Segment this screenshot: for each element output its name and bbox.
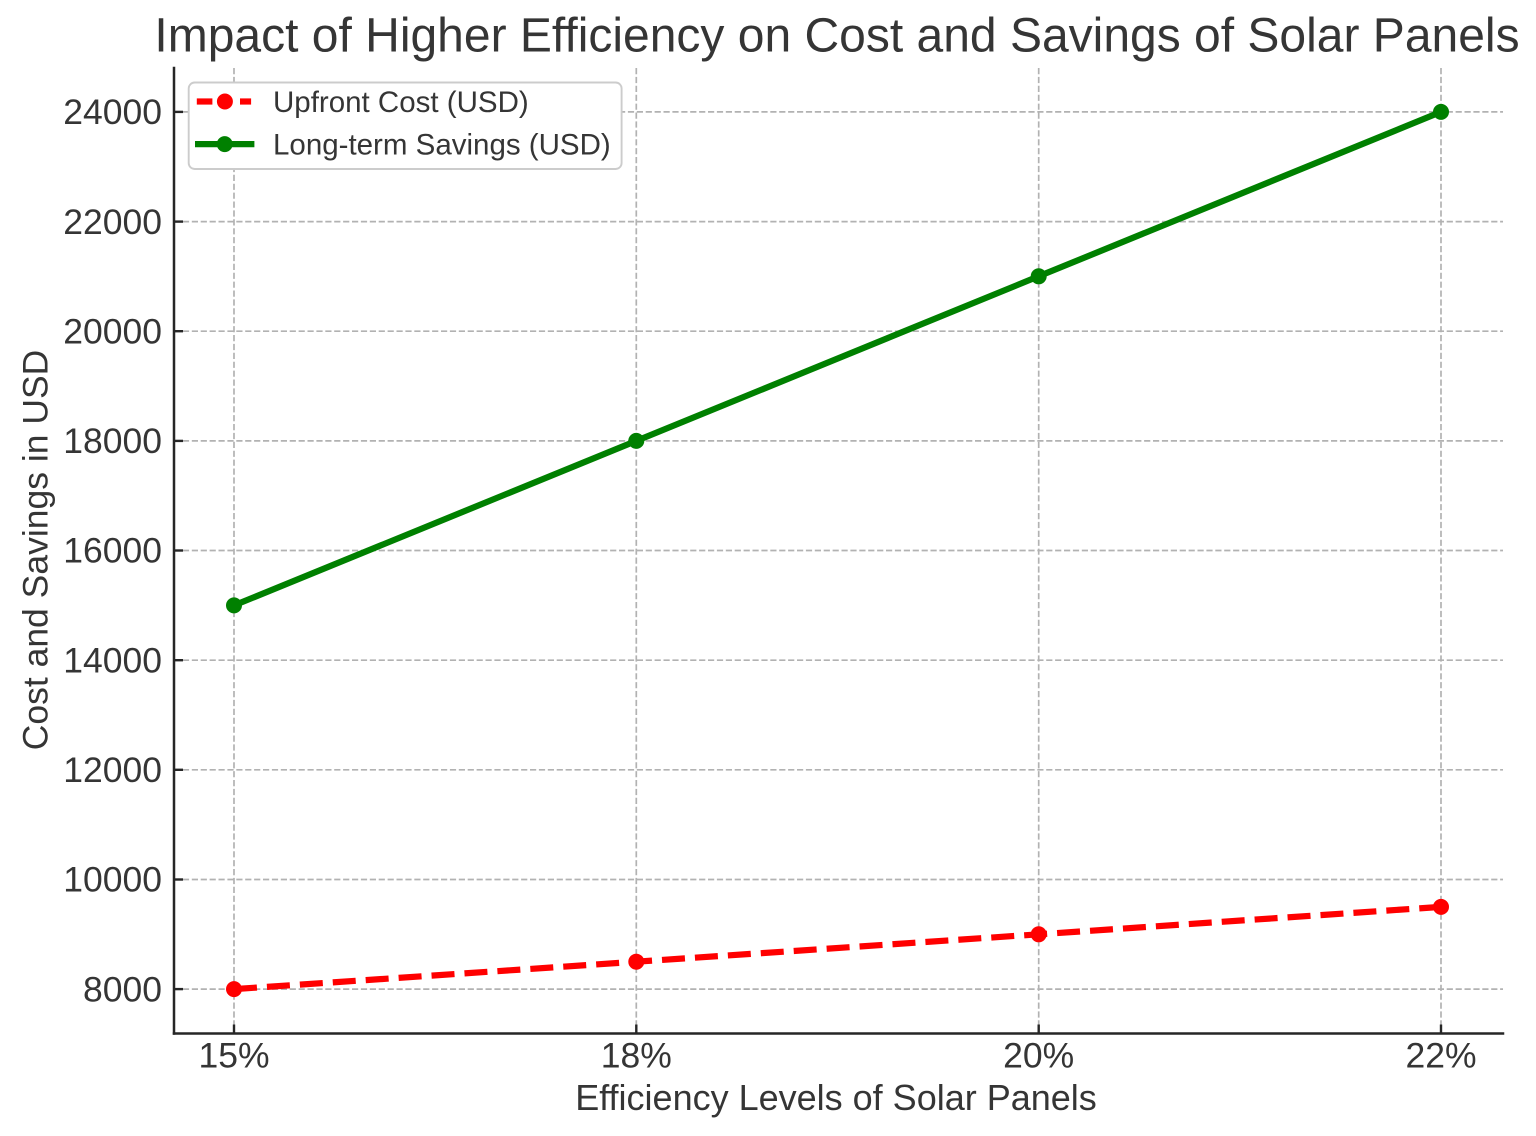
svg-text:15%: 15% xyxy=(198,1036,269,1076)
svg-text:24000: 24000 xyxy=(63,92,162,132)
svg-text:8000: 8000 xyxy=(83,969,162,1009)
svg-text:10000: 10000 xyxy=(63,860,162,900)
svg-text:Upfront Cost (USD): Upfront Cost (USD) xyxy=(273,86,529,119)
svg-text:18%: 18% xyxy=(601,1036,672,1076)
svg-text:Impact of Higher Efficiency on: Impact of Higher Efficiency on Cost and … xyxy=(154,10,1519,63)
svg-text:22000: 22000 xyxy=(63,202,162,242)
svg-text:Long-term Savings (USD): Long-term Savings (USD) xyxy=(273,129,611,162)
svg-text:12000: 12000 xyxy=(63,750,162,790)
svg-text:20000: 20000 xyxy=(63,311,162,351)
svg-text:20%: 20% xyxy=(1003,1036,1074,1076)
svg-text:18000: 18000 xyxy=(63,421,162,461)
svg-text:Cost and Savings in USD: Cost and Savings in USD xyxy=(16,350,56,751)
svg-text:Efficiency Levels of Solar Pan: Efficiency Levels of Solar Panels xyxy=(575,1077,1097,1118)
svg-text:14000: 14000 xyxy=(63,640,162,680)
svg-text:16000: 16000 xyxy=(63,531,162,571)
svg-text:22%: 22% xyxy=(1405,1036,1476,1076)
